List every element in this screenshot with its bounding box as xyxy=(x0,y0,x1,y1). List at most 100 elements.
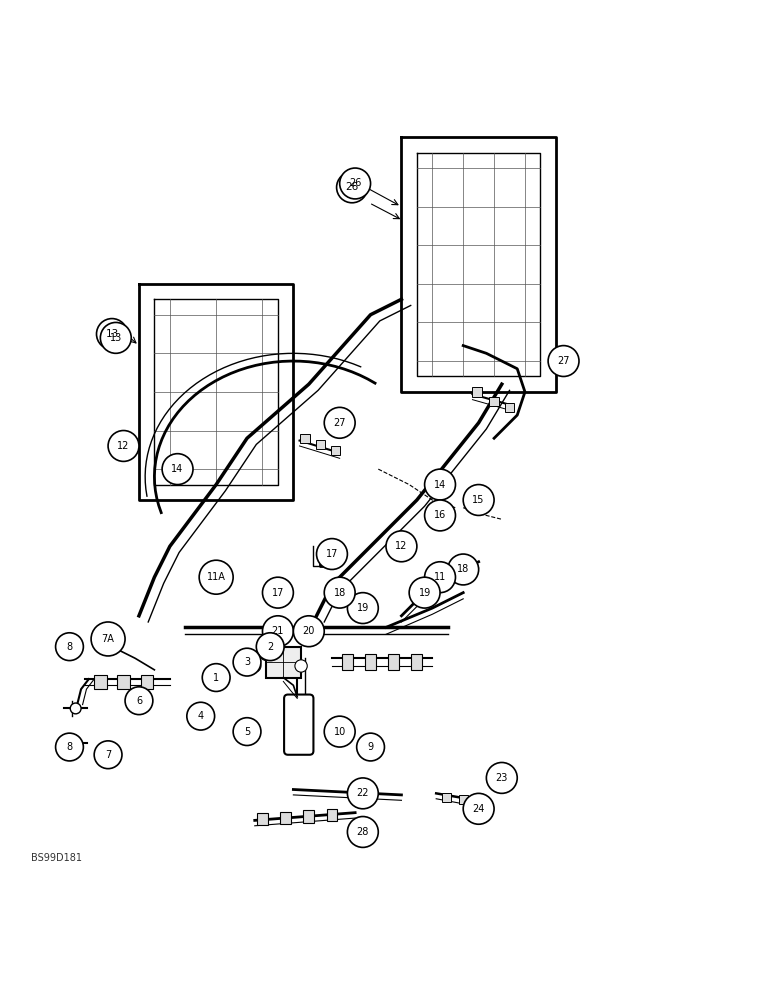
Bar xyxy=(316,440,325,449)
Circle shape xyxy=(249,660,261,672)
Circle shape xyxy=(486,762,517,793)
Bar xyxy=(388,654,399,670)
Circle shape xyxy=(463,485,494,515)
Text: 17: 17 xyxy=(326,549,338,559)
Text: BS99D181: BS99D181 xyxy=(31,853,82,863)
Circle shape xyxy=(233,718,261,745)
Circle shape xyxy=(199,560,233,594)
Text: 26: 26 xyxy=(345,182,359,192)
Circle shape xyxy=(347,817,378,847)
Circle shape xyxy=(425,562,455,593)
Circle shape xyxy=(202,664,230,691)
Circle shape xyxy=(100,322,131,353)
Circle shape xyxy=(96,319,127,349)
Text: 8: 8 xyxy=(66,742,73,752)
Bar xyxy=(331,446,340,455)
Text: 7: 7 xyxy=(105,750,111,760)
Circle shape xyxy=(70,703,81,714)
Text: 15: 15 xyxy=(472,495,485,505)
Bar xyxy=(489,397,499,406)
Text: 3: 3 xyxy=(244,657,250,667)
Bar xyxy=(411,654,422,670)
Bar xyxy=(303,810,314,823)
Text: 11A: 11A xyxy=(207,572,225,582)
Text: 26: 26 xyxy=(349,178,361,188)
Text: 13: 13 xyxy=(110,333,122,343)
Circle shape xyxy=(548,346,579,376)
Circle shape xyxy=(324,577,355,608)
Text: 10: 10 xyxy=(334,727,346,737)
Text: 27: 27 xyxy=(557,356,570,366)
Text: 13: 13 xyxy=(105,329,119,339)
Bar xyxy=(365,654,376,670)
Bar xyxy=(327,809,337,821)
Circle shape xyxy=(262,577,293,608)
Text: 24: 24 xyxy=(472,804,485,814)
Circle shape xyxy=(70,738,81,749)
Circle shape xyxy=(317,539,347,569)
Bar xyxy=(266,647,301,678)
Circle shape xyxy=(347,593,378,624)
Circle shape xyxy=(94,741,122,769)
Circle shape xyxy=(260,648,273,661)
Circle shape xyxy=(324,716,355,747)
Circle shape xyxy=(56,733,83,761)
Circle shape xyxy=(295,660,307,672)
Text: 19: 19 xyxy=(418,588,431,598)
Text: 1: 1 xyxy=(213,673,219,683)
Text: 14: 14 xyxy=(434,480,446,490)
Circle shape xyxy=(324,407,355,438)
Circle shape xyxy=(91,622,125,656)
Text: 22: 22 xyxy=(357,788,369,798)
Text: 11: 11 xyxy=(434,572,446,582)
Text: 17: 17 xyxy=(272,588,284,598)
Circle shape xyxy=(337,172,367,203)
Text: 28: 28 xyxy=(357,827,369,837)
Bar xyxy=(141,675,153,689)
Bar xyxy=(94,675,107,689)
Circle shape xyxy=(463,793,494,824)
Bar xyxy=(459,795,468,804)
Circle shape xyxy=(347,778,378,809)
Text: 23: 23 xyxy=(496,773,508,783)
Bar xyxy=(472,387,482,397)
Bar xyxy=(476,799,485,808)
Circle shape xyxy=(233,648,261,676)
Bar xyxy=(442,793,451,802)
Text: 20: 20 xyxy=(303,626,315,636)
Text: 2: 2 xyxy=(267,642,273,652)
Bar xyxy=(117,675,130,689)
Circle shape xyxy=(357,733,384,761)
FancyBboxPatch shape xyxy=(284,695,313,755)
Circle shape xyxy=(187,702,215,730)
Text: 16: 16 xyxy=(434,510,446,520)
Circle shape xyxy=(386,531,417,562)
Bar xyxy=(342,654,353,670)
Circle shape xyxy=(409,577,440,608)
Circle shape xyxy=(125,687,153,715)
Bar xyxy=(505,403,514,412)
Text: 14: 14 xyxy=(171,464,184,474)
Text: 19: 19 xyxy=(357,603,369,613)
Circle shape xyxy=(340,168,371,199)
Bar xyxy=(257,813,268,825)
Text: 12: 12 xyxy=(395,541,408,551)
Text: 12: 12 xyxy=(117,441,130,451)
Text: 5: 5 xyxy=(244,727,250,737)
Bar xyxy=(280,812,291,824)
Text: 6: 6 xyxy=(136,696,142,706)
Circle shape xyxy=(293,616,324,647)
Text: 18: 18 xyxy=(457,564,469,574)
Text: 8: 8 xyxy=(66,642,73,652)
Text: 21: 21 xyxy=(272,626,284,636)
Circle shape xyxy=(425,500,455,531)
Circle shape xyxy=(262,616,293,647)
Text: 7A: 7A xyxy=(102,634,114,644)
Circle shape xyxy=(162,454,193,485)
Circle shape xyxy=(256,633,284,661)
Circle shape xyxy=(448,554,479,585)
Text: 9: 9 xyxy=(367,742,374,752)
Text: 27: 27 xyxy=(334,418,346,428)
Circle shape xyxy=(108,431,139,461)
Circle shape xyxy=(425,469,455,500)
